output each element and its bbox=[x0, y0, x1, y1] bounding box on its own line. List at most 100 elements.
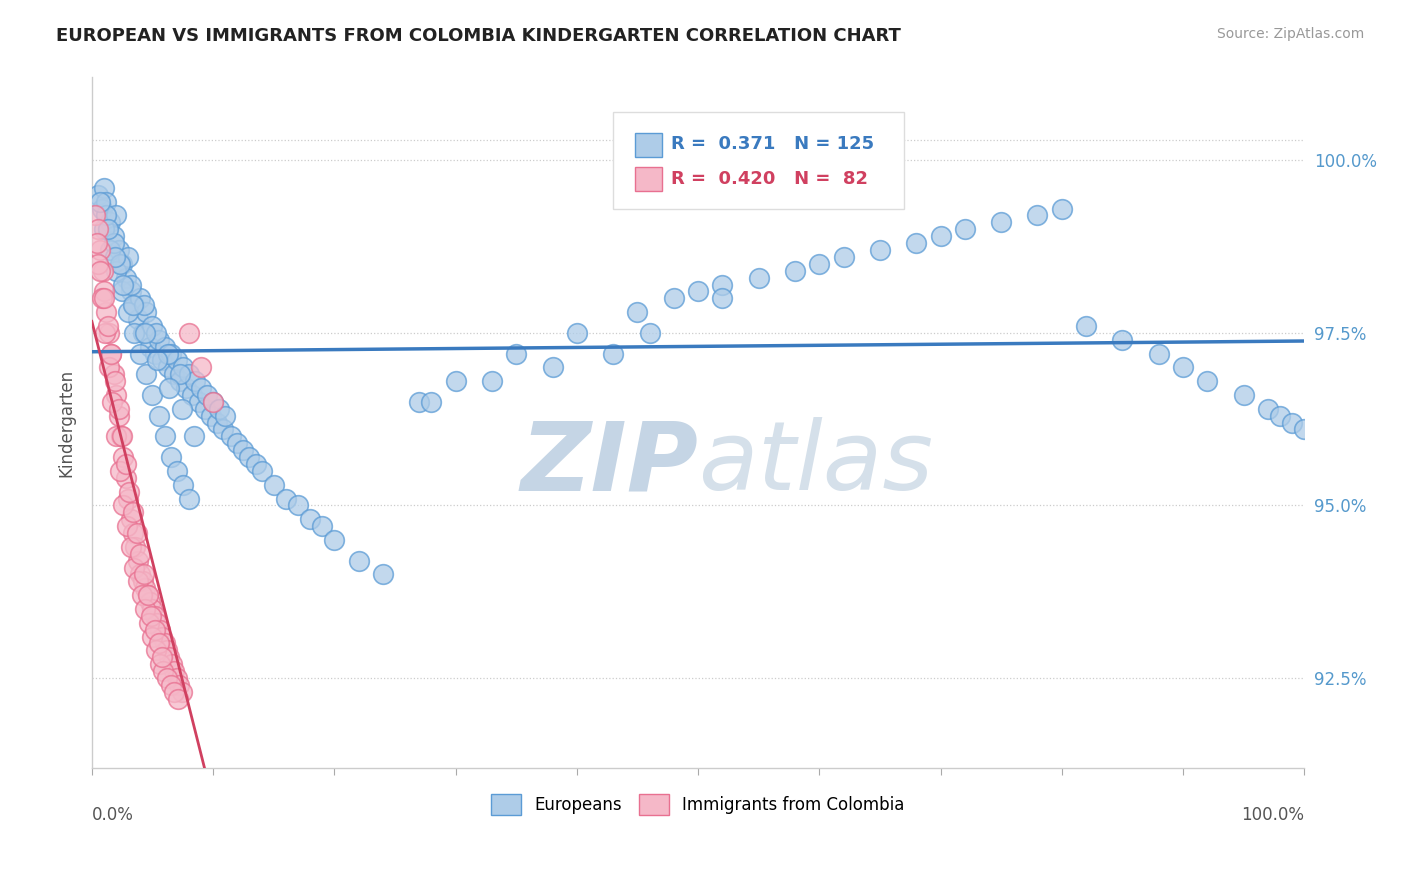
Point bbox=[205, 416, 228, 430]
Point bbox=[170, 685, 193, 699]
Point bbox=[287, 499, 309, 513]
Point bbox=[146, 353, 169, 368]
Point bbox=[111, 257, 134, 271]
Point bbox=[143, 608, 166, 623]
Point bbox=[808, 257, 831, 271]
Point bbox=[250, 464, 273, 478]
Point bbox=[97, 326, 120, 340]
Point bbox=[153, 636, 176, 650]
Point bbox=[156, 671, 179, 685]
Point bbox=[114, 270, 136, 285]
Point bbox=[87, 257, 110, 271]
Point bbox=[105, 429, 128, 443]
Point bbox=[138, 615, 160, 630]
Point bbox=[153, 340, 176, 354]
Point bbox=[159, 450, 181, 464]
Point bbox=[157, 360, 180, 375]
Point bbox=[200, 409, 222, 423]
Point bbox=[93, 222, 115, 236]
Point bbox=[202, 395, 225, 409]
Point bbox=[166, 671, 188, 685]
Point bbox=[565, 326, 588, 340]
FancyBboxPatch shape bbox=[636, 167, 662, 191]
Point bbox=[150, 650, 173, 665]
Point bbox=[136, 588, 159, 602]
Point bbox=[141, 630, 163, 644]
FancyBboxPatch shape bbox=[613, 112, 904, 209]
Point bbox=[107, 401, 129, 416]
Point bbox=[184, 374, 207, 388]
Point bbox=[117, 491, 139, 506]
Point bbox=[263, 477, 285, 491]
Point bbox=[211, 422, 233, 436]
Point bbox=[96, 305, 118, 319]
Point bbox=[141, 602, 163, 616]
Point bbox=[145, 643, 167, 657]
Point bbox=[163, 664, 186, 678]
Point bbox=[124, 326, 146, 340]
Point bbox=[194, 401, 217, 416]
Point bbox=[90, 202, 112, 216]
Point bbox=[145, 326, 167, 340]
Point bbox=[107, 409, 129, 423]
Point bbox=[93, 285, 115, 299]
Point bbox=[159, 650, 181, 665]
Point bbox=[100, 346, 122, 360]
Point bbox=[87, 187, 110, 202]
Point bbox=[420, 395, 443, 409]
Point bbox=[117, 305, 139, 319]
Legend: Europeans, Immigrants from Colombia: Europeans, Immigrants from Colombia bbox=[485, 788, 911, 822]
Point bbox=[132, 574, 155, 589]
Point bbox=[131, 588, 153, 602]
Point bbox=[214, 409, 236, 423]
Point bbox=[149, 623, 172, 637]
Point bbox=[748, 270, 770, 285]
Point bbox=[108, 464, 131, 478]
Point bbox=[163, 368, 186, 382]
Point bbox=[118, 484, 141, 499]
Point bbox=[1026, 209, 1049, 223]
Point bbox=[195, 388, 218, 402]
Point bbox=[905, 236, 928, 251]
Point bbox=[347, 554, 370, 568]
Text: 0.0%: 0.0% bbox=[91, 805, 134, 823]
Point bbox=[1197, 374, 1219, 388]
Point bbox=[122, 526, 145, 541]
Point bbox=[1050, 202, 1073, 216]
Point bbox=[122, 298, 145, 312]
Point bbox=[129, 547, 152, 561]
Point bbox=[444, 374, 467, 388]
Point bbox=[150, 630, 173, 644]
Point bbox=[141, 318, 163, 333]
Point bbox=[169, 374, 191, 388]
Point bbox=[105, 209, 128, 223]
Point bbox=[136, 588, 159, 602]
Point bbox=[953, 222, 976, 236]
Point bbox=[112, 450, 135, 464]
Point bbox=[97, 318, 120, 333]
Point bbox=[96, 209, 118, 223]
Point bbox=[86, 236, 108, 251]
Point bbox=[1268, 409, 1291, 423]
Point bbox=[84, 209, 107, 223]
Point bbox=[148, 636, 170, 650]
Point bbox=[125, 526, 148, 541]
Point bbox=[929, 229, 952, 244]
Point bbox=[1074, 318, 1097, 333]
Point bbox=[163, 685, 186, 699]
Point bbox=[132, 567, 155, 582]
Point bbox=[711, 291, 734, 305]
Point bbox=[481, 374, 503, 388]
Point bbox=[127, 554, 149, 568]
Point bbox=[662, 291, 685, 305]
Point bbox=[120, 512, 142, 526]
Point bbox=[371, 567, 394, 582]
Point bbox=[1147, 346, 1170, 360]
Point bbox=[226, 436, 249, 450]
Point bbox=[219, 429, 242, 443]
Y-axis label: Kindergarten: Kindergarten bbox=[58, 368, 75, 476]
Point bbox=[103, 229, 125, 244]
Point bbox=[148, 409, 170, 423]
Point bbox=[159, 346, 181, 360]
Point bbox=[183, 429, 205, 443]
